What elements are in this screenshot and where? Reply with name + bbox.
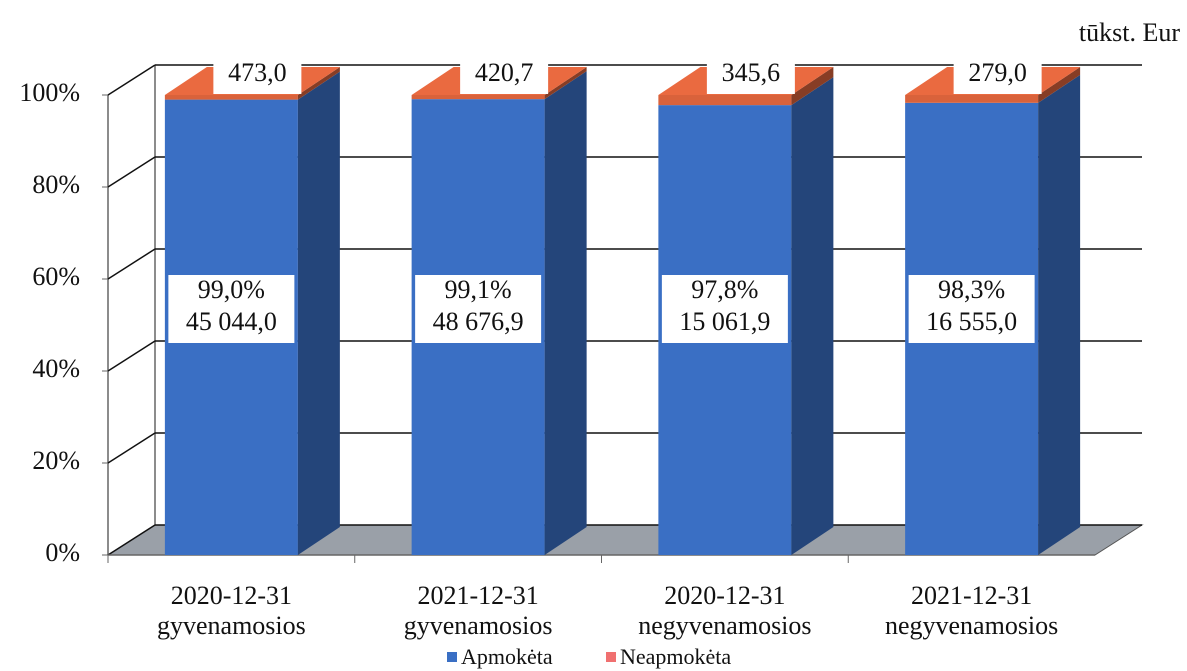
data-label: 15 061,9 [679,307,770,336]
grid-line [107,248,156,280]
data-label: 99,1% [445,275,512,304]
data-label: 16 555,0 [926,307,1017,336]
unit-label: tūkst. Eur [1079,18,1180,47]
label-box [415,275,542,343]
label-box [908,275,1035,343]
bar-segment [164,95,298,100]
data-label: 98,3% [938,275,1005,304]
bar-side [791,77,834,556]
label-box [953,58,1042,94]
bar-side [297,67,340,100]
x-tick-label: 2021-12-31 [911,581,1032,610]
data-label: 45 044,0 [186,307,277,336]
data-label: 345,6 [722,58,781,87]
data-label: 420,7 [475,58,534,87]
grid-line [107,64,156,96]
label-box [706,58,795,94]
bar-segment [905,95,1039,103]
bar-side [297,71,340,555]
bar-side [544,71,587,555]
x-tick-label: gyvenamosios [404,611,553,640]
y-tick-label: 40% [32,354,80,383]
x-tick-label: 2020-12-31 [171,581,292,610]
bar-segment [658,95,792,106]
legend-label: Apmokėta [461,644,553,669]
y-tick-label: 60% [32,262,80,291]
data-label: 99,0% [198,275,265,304]
label-box [213,58,302,94]
label-box [661,275,788,343]
y-tick-label: 100% [19,78,80,107]
grid-line [107,156,156,188]
x-tick-label: negyvenamosios [885,611,1058,640]
bar-side [1038,74,1081,555]
grid-line [107,432,156,464]
data-label: 473,0 [228,58,287,87]
y-tick-label: 20% [32,446,80,475]
grid-line [107,340,156,372]
data-label: 279,0 [968,58,1027,87]
bar-side [544,67,587,100]
data-label: 48 676,9 [433,307,524,336]
legend-label: Neapmokėta [620,644,731,669]
y-tick-label: 0% [45,538,80,567]
label-box [460,58,549,94]
bar-segment [411,95,545,100]
grid-line [107,524,156,556]
x-tick-label: 2020-12-31 [664,581,785,610]
bar-side [791,67,834,106]
x-tick-label: negyvenamosios [638,611,811,640]
y-tick-label: 80% [32,170,80,199]
x-tick-label: 2021-12-31 [417,581,538,610]
label-box [168,275,295,343]
x-tick-label: gyvenamosios [157,611,306,640]
legend-swatch [447,652,457,662]
data-label: 97,8% [691,275,758,304]
bar-side [1038,67,1081,103]
legend-swatch [606,652,616,662]
